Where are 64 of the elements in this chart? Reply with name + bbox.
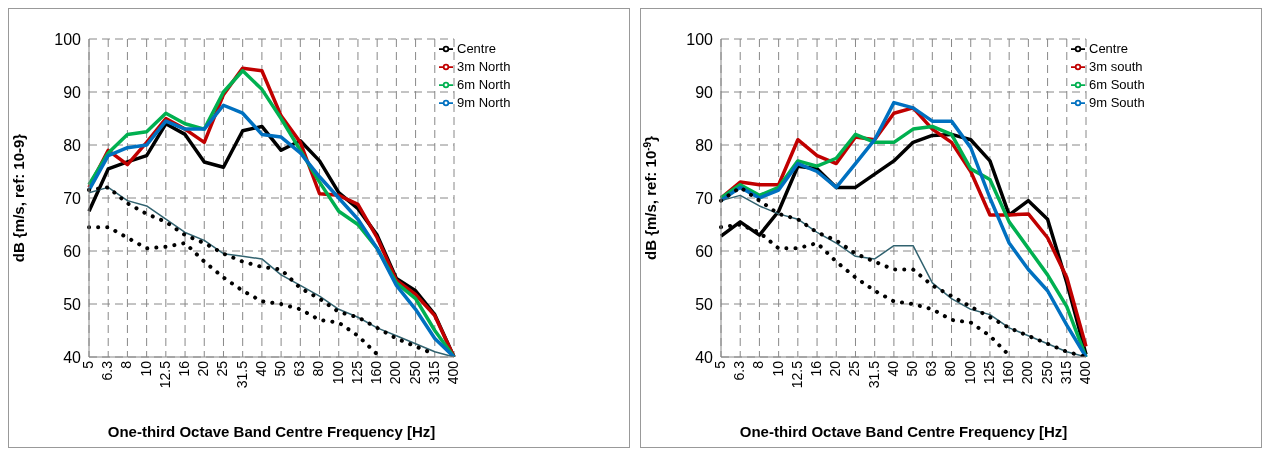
x-tick-label: 400 [444,360,461,385]
y-tick-label: 50 [63,295,82,313]
y-tick-label: 90 [63,83,82,101]
x-tick-label: 6.3 [99,360,116,381]
y-tick-label: 70 [695,189,714,207]
x-tick-label: 200 [1019,360,1036,385]
x-axis-title: One-third Octave Band Centre Frequency [Hz] [107,423,436,440]
x-tick-label: 20 [195,360,212,377]
x-tick-label: 12.5 [156,360,173,389]
x-tick-label: 100 [961,360,978,385]
x-tick-label: 80 [310,360,327,377]
legend-label: 3m south [1089,59,1143,74]
x-axis-title: One-third Octave Band Centre Frequency [Hz] [739,423,1068,440]
x-tick-label: 315 [425,360,442,385]
x-tick-label: 200 [387,360,404,385]
y-tick-label: 80 [63,136,82,154]
line-series [87,225,380,357]
x-tick-label: 8 [750,360,767,369]
x-tick-label: 250 [406,360,423,385]
x-tick-label: 100 [329,360,346,385]
x-tick-label: 160 [1000,360,1017,385]
y-tick-label: 100 [54,30,82,48]
x-tick-label: 63 [291,360,308,377]
x-tick-label: 50 [904,360,921,377]
y-tick-label: 50 [695,295,714,313]
legend-label: 9m North [457,95,511,110]
x-tick-label: 8 [118,360,135,369]
y-tick-label: 60 [63,242,82,260]
x-tick-label: 125 [980,360,997,385]
x-tick-label: 6.3 [731,360,748,381]
x-tick-label: 125 [348,360,365,385]
x-tick-label: 31.5 [233,360,250,389]
x-tick-label: 12.5 [788,360,805,389]
y-tick-label: 90 [695,83,714,101]
x-tick-label: 80 [942,360,959,377]
legend-label: Centre [1089,41,1129,56]
x-tick-label: 40 [884,360,901,377]
x-tick-label: 160 [368,360,385,385]
x-tick-label: 400 [1076,360,1093,385]
x-tick-label: 10 [769,360,786,377]
x-tick-label: 31.5 [865,360,882,389]
x-tick-label: 315 [1057,360,1074,385]
x-tick-label: 63 [923,360,940,377]
x-tick-label: 40 [252,360,269,377]
y-tick-label: 100 [686,30,714,48]
x-tick-label: 5 [711,360,728,369]
y-tick-label: 70 [63,189,82,207]
x-tick-label: 16 [807,360,824,377]
x-tick-label: 250 [1038,360,1055,385]
legend-label: 9m South [1089,95,1145,110]
y-axis-title: dB {m/s, ref: 10-9} [10,133,27,263]
legend-label: 6m South [1089,77,1145,92]
x-tick-label: 5 [79,360,96,369]
legend-label: Centre [457,41,497,56]
y-tick-label: 80 [695,136,714,154]
legend-label: 3m North [457,59,511,74]
legend-label: 6m North [457,77,511,92]
x-tick-label: 25 [846,360,863,377]
y-tick-label: 60 [695,242,714,260]
x-tick-label: 16 [175,360,192,377]
x-tick-label: 10 [137,360,154,377]
x-tick-label: 20 [827,360,844,377]
x-tick-label: 50 [272,360,289,377]
x-tick-label: 25 [214,360,231,377]
